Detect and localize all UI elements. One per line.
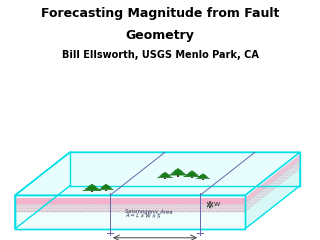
Polygon shape — [15, 204, 245, 212]
Polygon shape — [196, 176, 210, 179]
Polygon shape — [157, 175, 173, 178]
Polygon shape — [105, 190, 107, 191]
Polygon shape — [173, 168, 182, 172]
Polygon shape — [245, 155, 300, 204]
Polygon shape — [15, 152, 70, 229]
Text: W: W — [214, 202, 220, 207]
Polygon shape — [87, 184, 97, 187]
Polygon shape — [161, 172, 169, 175]
Polygon shape — [159, 174, 171, 176]
Polygon shape — [245, 160, 300, 212]
Polygon shape — [15, 152, 300, 195]
Polygon shape — [186, 172, 198, 175]
Polygon shape — [98, 187, 114, 190]
Polygon shape — [83, 188, 101, 191]
Polygon shape — [100, 186, 112, 188]
Text: Seismogenic Area: Seismogenic Area — [125, 209, 172, 215]
Polygon shape — [15, 198, 245, 204]
Text: Forecasting Magnitude from Fault: Forecasting Magnitude from Fault — [41, 7, 279, 20]
Text: Bill Ellsworth, USGS Menlo Park, CA: Bill Ellsworth, USGS Menlo Park, CA — [61, 50, 259, 60]
Polygon shape — [198, 175, 208, 177]
Polygon shape — [200, 174, 206, 176]
Polygon shape — [171, 170, 185, 173]
Polygon shape — [183, 174, 201, 177]
Polygon shape — [102, 184, 110, 187]
Polygon shape — [245, 152, 300, 229]
Polygon shape — [169, 172, 187, 175]
Polygon shape — [177, 175, 179, 177]
Text: A = L x W x S: A = L x W x S — [125, 213, 161, 219]
Text: Geometry: Geometry — [125, 29, 195, 42]
Polygon shape — [188, 171, 196, 174]
Polygon shape — [85, 186, 99, 189]
Polygon shape — [191, 177, 193, 178]
Polygon shape — [164, 178, 166, 179]
Polygon shape — [91, 191, 93, 192]
Polygon shape — [202, 179, 204, 180]
Polygon shape — [15, 195, 245, 229]
